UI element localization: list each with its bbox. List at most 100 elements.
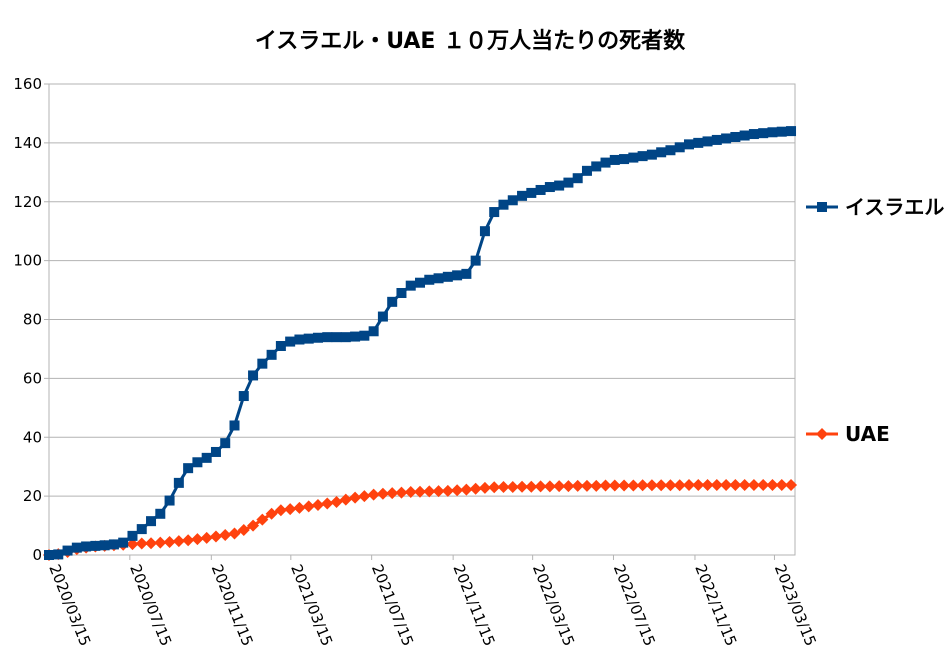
data-point-israel	[721, 133, 732, 144]
data-point-israel	[266, 349, 277, 360]
data-point-uae	[414, 485, 427, 498]
data-point-uae	[571, 479, 584, 492]
data-point-uae	[339, 493, 352, 506]
data-point-israel	[563, 177, 574, 188]
data-point-israel	[248, 370, 259, 381]
data-point-israel	[164, 495, 175, 506]
data-point-israel	[739, 130, 750, 141]
data-point-israel	[155, 508, 166, 519]
data-point-israel	[507, 195, 518, 206]
data-point-israel	[257, 358, 268, 369]
data-point-uae	[358, 490, 371, 503]
data-point-israel	[711, 134, 722, 145]
data-point-uae	[145, 537, 158, 550]
data-point-uae	[135, 537, 148, 550]
data-point-uae	[163, 536, 176, 549]
data-point-uae	[237, 523, 250, 536]
data-point-uae	[302, 500, 315, 513]
data-point-israel	[748, 129, 759, 140]
data-point-israel	[479, 226, 490, 237]
data-point-israel	[192, 457, 203, 468]
data-point-israel	[442, 271, 453, 282]
data-point-israel	[183, 463, 194, 474]
data-point-israel	[656, 147, 667, 158]
data-point-israel	[637, 151, 648, 162]
y-tick-label: 40	[23, 428, 42, 446]
data-point-israel	[693, 137, 704, 148]
data-point-uae	[367, 488, 380, 501]
data-point-uae	[321, 497, 334, 510]
axis-layer: 0 20 40 60 80 100 120 140 160 2020/03/15 2020/07/1…	[13, 75, 819, 649]
data-point-israel	[535, 184, 546, 195]
data-point-israel	[591, 161, 602, 172]
data-point-israel	[285, 336, 296, 347]
data-point-uae	[265, 507, 278, 520]
y-tick-label: 80	[23, 311, 42, 329]
data-point-israel	[628, 152, 639, 163]
data-point-uae	[219, 528, 232, 541]
legend-label-israel: イスラエル	[845, 195, 944, 219]
data-point-israel	[665, 145, 676, 156]
x-tick-label: 2022/07/15	[610, 562, 659, 649]
data-point-israel	[776, 126, 787, 137]
x-tick-label: 2022/11/15	[691, 562, 740, 649]
data-point-israel	[229, 420, 240, 431]
data-point-uae	[664, 479, 677, 492]
data-point-uae	[423, 485, 436, 498]
data-point-israel	[683, 139, 694, 150]
data-point-uae	[516, 480, 529, 493]
data-point-uae	[645, 479, 658, 492]
data-point-uae	[126, 538, 139, 551]
data-point-israel	[359, 330, 370, 341]
data-point-israel	[730, 131, 741, 142]
data-point-uae	[562, 480, 575, 493]
data-point-israel	[340, 332, 351, 343]
legend-marker-israel	[817, 202, 827, 212]
data-point-israel	[387, 296, 398, 307]
data-point-israel	[220, 438, 231, 449]
data-point-uae	[720, 478, 733, 491]
data-point-uae	[506, 480, 519, 493]
data-point-israel	[210, 446, 221, 457]
y-tick-label: 60	[23, 369, 42, 387]
data-point-uae	[200, 531, 213, 544]
data-point-israel	[517, 190, 528, 201]
data-point-israel	[275, 340, 286, 351]
data-point-uae	[478, 481, 491, 494]
data-point-uae	[785, 478, 798, 491]
data-point-israel	[294, 334, 305, 345]
series-layer	[43, 126, 798, 561]
data-point-uae	[293, 501, 306, 514]
y-tick-label: 0	[32, 546, 42, 564]
data-point-israel	[433, 273, 444, 284]
data-point-israel	[201, 452, 212, 463]
data-point-israel	[53, 549, 64, 560]
data-point-israel	[99, 540, 110, 551]
data-point-uae	[692, 478, 705, 491]
data-point-uae	[655, 479, 668, 492]
data-point-uae	[488, 481, 501, 494]
y-tick-label: 20	[23, 487, 42, 505]
data-point-israel	[405, 280, 416, 291]
grid-layer	[48, 83, 796, 556]
data-point-israel	[786, 126, 797, 137]
data-point-israel	[415, 277, 426, 288]
data-point-uae	[580, 479, 593, 492]
y-tick-label: 120	[13, 193, 42, 211]
data-point-israel	[108, 539, 119, 550]
y-tick-label: 160	[13, 75, 42, 93]
data-point-israel	[767, 127, 778, 138]
data-point-uae	[154, 536, 167, 549]
data-point-israel	[461, 268, 472, 279]
data-point-uae	[627, 479, 640, 492]
data-point-uae	[497, 480, 510, 493]
data-point-israel	[312, 332, 323, 343]
series-uae	[43, 478, 798, 561]
data-point-uae	[729, 478, 742, 491]
data-point-israel	[396, 288, 407, 299]
data-point-uae	[432, 485, 445, 498]
legend-marker-uae	[816, 428, 828, 440]
data-point-israel	[581, 165, 592, 176]
data-point-israel	[90, 540, 101, 551]
